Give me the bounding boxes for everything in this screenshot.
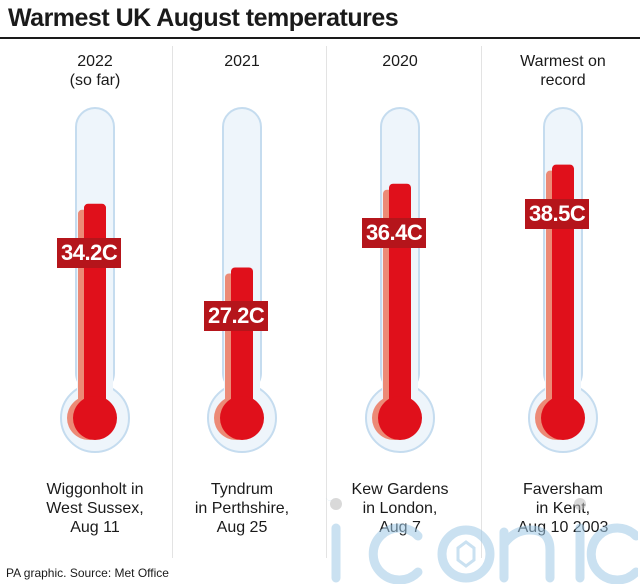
- location-label: Wiggonholt in West Sussex, Aug 11: [46, 481, 144, 536]
- chart-title: Warmest UK August temperatures: [8, 4, 399, 32]
- location-label: Tyndrum in Perthshire, Aug 25: [194, 481, 290, 536]
- value-label: 27.2C: [204, 301, 269, 332]
- title-rule: [0, 37, 640, 39]
- mercury-bar: [84, 203, 106, 418]
- column-header: 2021: [224, 53, 260, 70]
- mercury-bar: [231, 267, 253, 418]
- iconic-watermark-logo: [325, 498, 638, 584]
- column-divider: [481, 46, 482, 558]
- mercury-bulb: [541, 396, 585, 440]
- source-note: PA graphic. Source: Met Office: [6, 566, 169, 580]
- mercury-bulb: [220, 396, 264, 440]
- column-header: 2020: [382, 53, 418, 70]
- column-header: 2022 (so far): [69, 53, 121, 89]
- column-divider: [326, 46, 327, 558]
- column-divider: [172, 46, 173, 558]
- value-label: 38.5C: [525, 198, 590, 229]
- value-label: 36.4C: [362, 217, 427, 248]
- column-header: Warmest on record: [520, 53, 606, 89]
- mercury-bulb: [378, 396, 422, 440]
- value-label: 34.2C: [57, 237, 122, 268]
- mercury-bulb: [73, 396, 117, 440]
